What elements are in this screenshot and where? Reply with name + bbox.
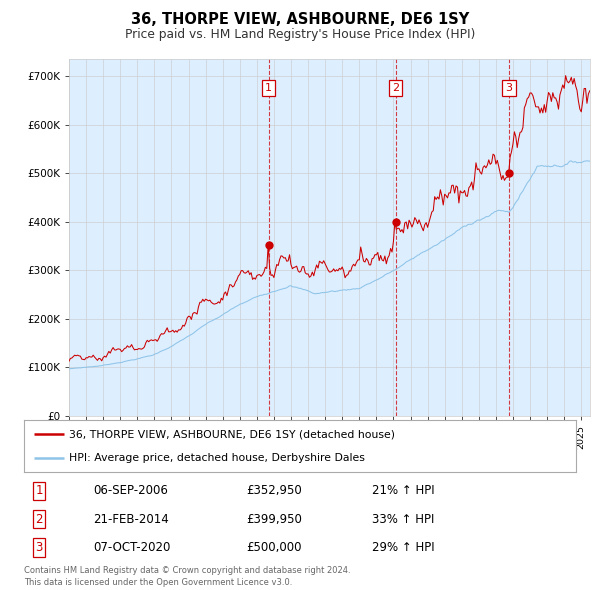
Text: £500,000: £500,000 bbox=[246, 541, 302, 554]
Text: 29% ↑ HPI: 29% ↑ HPI bbox=[372, 541, 434, 554]
Text: 21-FEB-2014: 21-FEB-2014 bbox=[93, 513, 169, 526]
Text: HPI: Average price, detached house, Derbyshire Dales: HPI: Average price, detached house, Derb… bbox=[69, 453, 365, 463]
Text: 3: 3 bbox=[35, 541, 43, 554]
Text: 1: 1 bbox=[35, 484, 43, 497]
Text: 33% ↑ HPI: 33% ↑ HPI bbox=[372, 513, 434, 526]
Text: £352,950: £352,950 bbox=[246, 484, 302, 497]
Text: Price paid vs. HM Land Registry's House Price Index (HPI): Price paid vs. HM Land Registry's House … bbox=[125, 28, 475, 41]
Text: 3: 3 bbox=[505, 83, 512, 93]
Text: 2: 2 bbox=[35, 513, 43, 526]
Text: 1: 1 bbox=[265, 83, 272, 93]
Text: £399,950: £399,950 bbox=[246, 513, 302, 526]
Text: 21% ↑ HPI: 21% ↑ HPI bbox=[372, 484, 434, 497]
Text: 06-SEP-2006: 06-SEP-2006 bbox=[93, 484, 168, 497]
Text: 07-OCT-2020: 07-OCT-2020 bbox=[93, 541, 170, 554]
Text: Contains HM Land Registry data © Crown copyright and database right 2024.
This d: Contains HM Land Registry data © Crown c… bbox=[24, 566, 350, 587]
Text: 36, THORPE VIEW, ASHBOURNE, DE6 1SY (detached house): 36, THORPE VIEW, ASHBOURNE, DE6 1SY (det… bbox=[69, 429, 395, 439]
Text: 2: 2 bbox=[392, 83, 400, 93]
Text: 36, THORPE VIEW, ASHBOURNE, DE6 1SY: 36, THORPE VIEW, ASHBOURNE, DE6 1SY bbox=[131, 12, 469, 27]
